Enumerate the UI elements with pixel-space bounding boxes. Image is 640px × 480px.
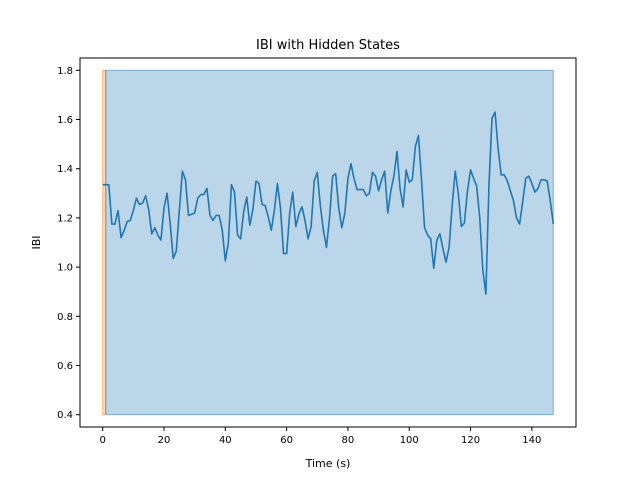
x-axis-label: Time (s) <box>305 457 351 470</box>
y-tick-label: 1.4 <box>57 164 73 175</box>
x-axis-ticks: 0 20 40 60 80 100 120 140 <box>99 427 541 446</box>
x-tick-label: 80 <box>342 435 355 446</box>
y-tick-label: 0.4 <box>57 410 73 421</box>
series-layer <box>102 111 555 295</box>
y-tick-label: 1.6 <box>57 115 73 126</box>
x-tick-label: 20 <box>158 435 171 446</box>
x-tick-label: 0 <box>99 435 105 446</box>
y-tick-label: 0.8 <box>57 312 73 323</box>
ibi-series-line <box>102 111 555 295</box>
y-tick-label: 0.6 <box>57 361 73 372</box>
x-tick-label: 60 <box>280 435 293 446</box>
y-axis-ticks: 0.4 0.6 0.8 1.0 1.2 1.4 1.6 1.8 <box>57 66 80 421</box>
axes-frame <box>79 57 577 428</box>
y-tick-label: 1.2 <box>57 213 73 224</box>
y-axis-label: IBI <box>30 235 43 249</box>
hidden-state-span-1 <box>105 69 554 416</box>
y-tick-label: 1.0 <box>57 263 73 274</box>
chart-title: IBI with Hidden States <box>256 38 400 53</box>
x-tick-label: 140 <box>522 435 541 446</box>
x-tick-label: 40 <box>219 435 232 446</box>
x-tick-label: 100 <box>400 435 419 446</box>
x-tick-label: 120 <box>461 435 480 446</box>
hidden-states-layer <box>102 69 554 416</box>
y-tick-label: 1.8 <box>57 66 73 77</box>
